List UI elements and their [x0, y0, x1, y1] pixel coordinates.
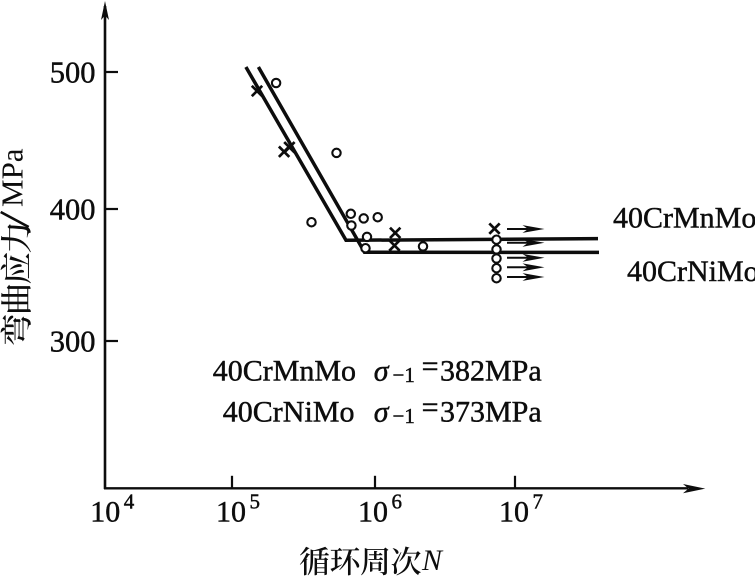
- svg-text:10: 10: [216, 496, 246, 529]
- svg-text:σ: σ: [374, 354, 390, 387]
- svg-text:40CrMnMo: 40CrMnMo: [613, 202, 755, 235]
- svg-text:10: 10: [358, 496, 388, 529]
- svg-text:5: 5: [250, 490, 261, 514]
- svg-text:40CrMnMo: 40CrMnMo: [213, 354, 356, 387]
- svg-text:40CrNiMo: 40CrNiMo: [223, 395, 355, 428]
- svg-text:σ: σ: [374, 395, 390, 428]
- svg-text:6: 6: [392, 490, 403, 514]
- svg-text:−1: −1: [393, 404, 415, 428]
- svg-text:10: 10: [499, 496, 529, 529]
- svg-text:382MPa: 382MPa: [440, 354, 542, 387]
- svg-text:40CrNiMo: 40CrNiMo: [627, 255, 755, 288]
- svg-text:N: N: [421, 544, 444, 577]
- svg-text:373MPa: 373MPa: [440, 395, 542, 428]
- svg-text:7: 7: [533, 490, 544, 514]
- svg-text:300: 300: [50, 325, 96, 359]
- svg-text:=: =: [422, 391, 439, 424]
- svg-text:10: 10: [90, 496, 120, 529]
- svg-text:4: 4: [124, 490, 135, 514]
- svg-text:400: 400: [50, 193, 96, 227]
- svg-text:−1: −1: [393, 363, 415, 387]
- svg-text:MPa: MPa: [0, 148, 30, 207]
- svg-text:=: =: [422, 350, 439, 383]
- svg-text:500: 500: [50, 56, 96, 90]
